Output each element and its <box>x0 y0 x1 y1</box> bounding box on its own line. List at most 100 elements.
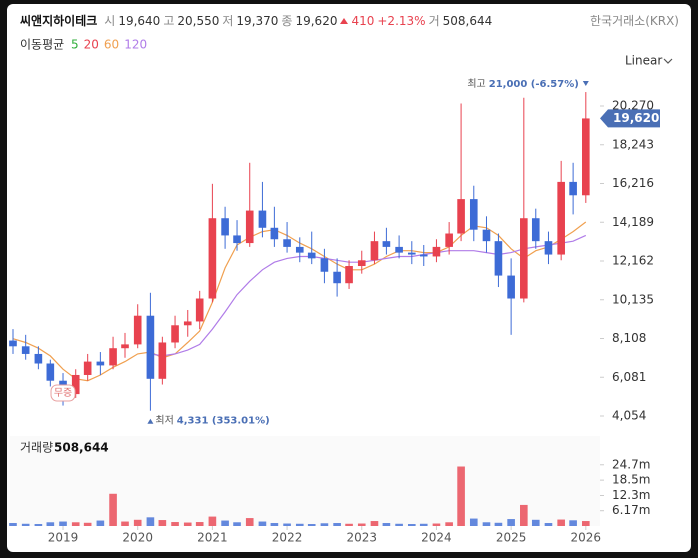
volume-bar <box>270 523 279 526</box>
y-tick-label: 14,189 <box>612 215 654 229</box>
candle-body <box>407 252 416 255</box>
value: 19,620 <box>295 13 338 28</box>
volume-bar <box>208 516 217 526</box>
volume-bar <box>146 517 155 526</box>
volume-bar <box>171 522 179 526</box>
y-tick-label: 8,108 <box>612 331 646 345</box>
candle-body <box>183 321 192 326</box>
candle-body <box>233 235 241 244</box>
chart-panel: 이동평균 Linear 거래량 508,644 5 20 60 120 4,054 6,0… <box>7 4 691 552</box>
low-value: 4,331 (353.01%) <box>177 416 270 427</box>
volume-bar <box>357 523 366 526</box>
volume-bar <box>158 520 167 526</box>
ma-line <box>150 234 587 357</box>
candle-body <box>531 218 540 242</box>
candle-body <box>295 246 304 253</box>
volume-value: 508,644 <box>54 441 109 455</box>
volume-bar <box>307 524 316 526</box>
x-tick-label: 2023 <box>346 531 377 545</box>
x-tick-label: 2019 <box>48 531 79 545</box>
volume-bar <box>494 522 503 526</box>
y-tick-label: 12,162 <box>612 254 654 268</box>
volume-bar <box>320 523 329 526</box>
candle-body <box>158 342 167 379</box>
high-marker <box>582 81 589 87</box>
volume-bar <box>233 522 241 526</box>
candle-body <box>520 218 528 299</box>
candle-body <box>195 298 204 322</box>
label: 종 <box>281 14 293 28</box>
change: 410 <box>351 13 375 28</box>
volume-bar <box>71 522 80 526</box>
candle-body <box>569 181 577 196</box>
ma-legend: 120 <box>124 38 147 52</box>
candle-body <box>345 266 353 284</box>
candle-body <box>469 199 478 230</box>
candle-body <box>46 363 55 381</box>
volume-bar <box>245 518 254 526</box>
y-tick-label: 10,135 <box>612 292 654 306</box>
ma-label: 이동평균 <box>20 38 64 52</box>
candle-body <box>121 344 129 349</box>
volume-label: 거래량 <box>20 441 53 455</box>
candle-body <box>320 258 329 272</box>
value: 508,644 <box>442 13 493 28</box>
volume-bar <box>183 522 192 526</box>
candle-body <box>507 275 515 299</box>
event-label: 무증 <box>54 387 72 399</box>
candle-body <box>432 246 441 257</box>
candle-body <box>258 210 267 228</box>
candle-body <box>146 315 155 379</box>
candle-body <box>9 340 17 347</box>
volume-bar <box>333 523 341 526</box>
event-badge <box>50 384 76 402</box>
volume-bar <box>46 522 55 526</box>
exchange: 한국거래소(KRX) <box>590 14 679 28</box>
volume-bar <box>283 523 291 526</box>
last-price-label: 19,620 <box>613 111 659 125</box>
candle-body <box>270 227 279 240</box>
x-tick-label: 2022 <box>272 531 303 545</box>
volume-bar <box>195 522 204 526</box>
low-label: 최저 <box>155 415 173 427</box>
candle-body <box>382 241 391 247</box>
candle-body <box>83 361 92 375</box>
x-tick-label: 2020 <box>122 531 153 545</box>
candle-body <box>333 271 341 284</box>
candle-body <box>109 348 117 366</box>
volume-bar <box>419 523 428 526</box>
volume-bar <box>59 521 67 526</box>
label: 고 <box>163 14 175 28</box>
candle-body <box>245 210 254 244</box>
candle-body <box>221 218 229 236</box>
y-tick-label: 24.7m <box>612 457 650 471</box>
x-tick-label: 2021 <box>197 531 228 545</box>
ma-legend: 5 <box>71 38 79 52</box>
high-value: 21,000 (-6.57%) <box>489 79 579 90</box>
candle-body <box>370 241 379 261</box>
candle-body <box>482 229 491 242</box>
candle-body <box>582 118 590 196</box>
chart: 이동평균 Linear 거래량 508,644 5 20 60 120 4,054 6,0… <box>9 38 673 545</box>
volume-bar <box>544 523 553 526</box>
value: 19,640 <box>118 13 161 28</box>
candle-body <box>133 315 142 345</box>
volume-bar <box>407 524 416 526</box>
dropdown-icon[interactable] <box>663 58 673 64</box>
volume-bar <box>445 522 453 526</box>
candle-body <box>96 361 105 366</box>
value: 20,550 <box>177 13 220 28</box>
volume-bar <box>96 520 105 526</box>
volume-bar <box>520 504 528 526</box>
volume-bar <box>221 520 229 526</box>
scale-mode[interactable]: Linear <box>625 54 662 68</box>
y-tick-label: 18.5m <box>612 473 650 487</box>
candle-body <box>544 241 553 255</box>
volume-bar <box>9 523 17 526</box>
label: 저 <box>222 14 234 28</box>
candle-body <box>457 199 465 234</box>
volume-bar <box>432 523 441 526</box>
label: 시 <box>104 14 116 28</box>
volume-bar <box>295 523 304 526</box>
volume-bar <box>469 518 478 526</box>
